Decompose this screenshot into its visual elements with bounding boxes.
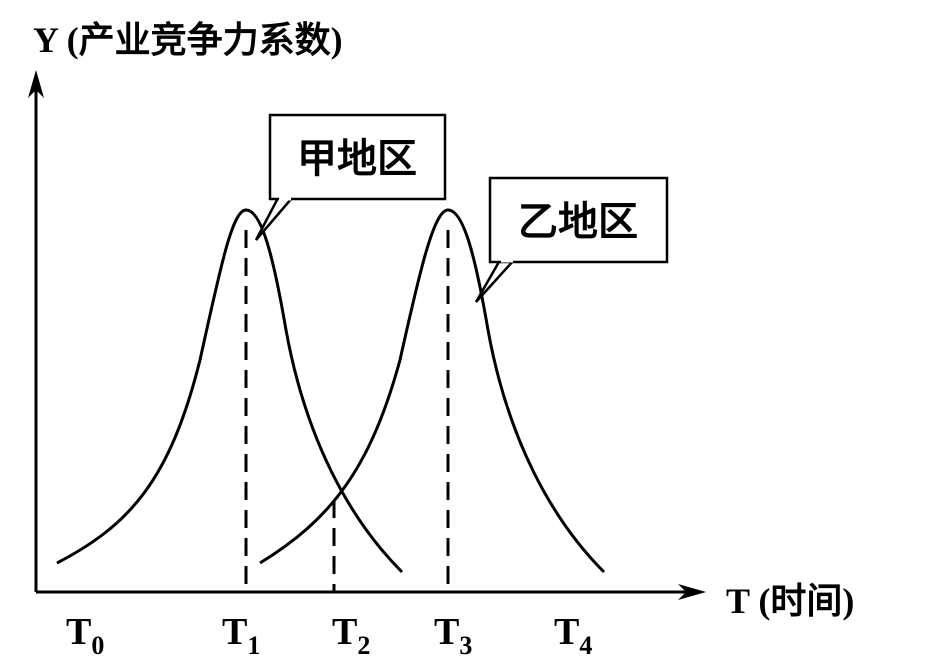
- x-axis-label: T (时间): [726, 581, 854, 621]
- series-curve-yi: [259, 208, 606, 574]
- y-axis-arrow-icon: [28, 70, 44, 98]
- x-tick-label: T0: [66, 611, 104, 660]
- callout-pointer-jia: [254, 196, 295, 241]
- x-tick-label: T1: [222, 611, 260, 660]
- x-tick-label: T3: [434, 611, 472, 660]
- x-tick-labels: T0 T1 T2 T3 T4: [66, 611, 592, 660]
- callout-box-jia: [268, 113, 447, 201]
- callout-pointer-yi: [474, 258, 517, 303]
- x-axis-arrow-icon: [678, 584, 706, 600]
- legend-label-jia: 甲地区: [297, 136, 417, 181]
- callout-box-yi: [488, 176, 669, 264]
- x-tick-label: T2: [332, 611, 370, 660]
- series-curve-jia: [56, 208, 404, 574]
- y-axis-label: Y (产业竞争力系数): [33, 20, 343, 60]
- x-tick-label: T4: [554, 611, 592, 660]
- legend-label-yi: 乙地区: [518, 199, 638, 244]
